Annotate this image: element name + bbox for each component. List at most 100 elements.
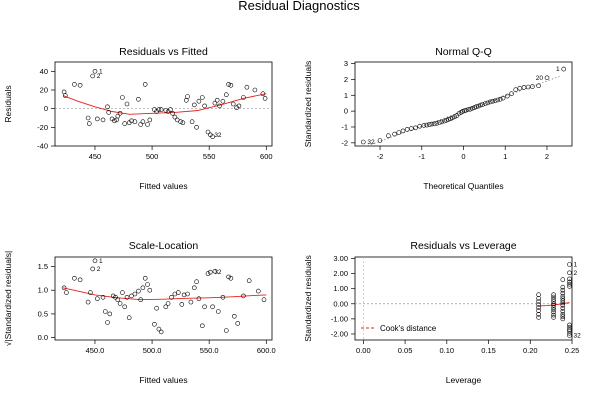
data-point	[129, 118, 134, 124]
x-tick-label: 0.20	[523, 346, 538, 355]
data-point	[417, 123, 423, 129]
data-point	[152, 321, 157, 327]
data-point	[560, 300, 566, 306]
data-point	[551, 302, 556, 308]
y-tick-label: -20	[37, 123, 48, 132]
data-point	[64, 290, 69, 295]
data-point	[105, 320, 110, 325]
y-tick-label: 1.0	[38, 286, 48, 295]
data-point	[241, 293, 246, 299]
data-point	[536, 315, 541, 320]
data-point	[95, 116, 100, 122]
data-point	[61, 89, 67, 95]
data-point	[192, 285, 197, 291]
data-point	[536, 83, 541, 89]
plot-frame	[54, 256, 273, 341]
data-point	[536, 311, 541, 317]
data-point	[560, 305, 566, 311]
data-point	[544, 75, 550, 81]
data-point	[226, 274, 231, 280]
data-point	[105, 104, 110, 110]
data-point	[567, 284, 572, 289]
data-point	[208, 269, 213, 275]
y-tick-label: 2.00	[333, 269, 348, 278]
data-point	[560, 290, 566, 296]
data-point	[255, 288, 261, 294]
smoother-line	[62, 93, 267, 115]
data-point	[214, 98, 220, 103]
data-point	[567, 324, 572, 330]
data-point	[408, 126, 414, 131]
data-point	[426, 122, 432, 127]
data-point	[480, 102, 486, 107]
data-point	[122, 304, 127, 310]
data-point	[400, 128, 406, 134]
data-point	[205, 271, 211, 276]
x-tick-label: 0.00	[356, 346, 371, 355]
x-tick-label: 450.0	[86, 346, 105, 355]
data-point	[567, 328, 572, 334]
data-point	[536, 296, 541, 301]
y-tick-label: 1.5	[38, 262, 48, 271]
data-point	[478, 102, 483, 108]
data-point	[232, 313, 237, 319]
data-point	[536, 302, 541, 307]
data-point	[469, 106, 475, 111]
data-point	[560, 298, 566, 304]
data-point	[168, 107, 173, 112]
x-axis-label: Fitted values	[139, 375, 187, 385]
data-point	[179, 302, 185, 307]
data-point	[485, 100, 491, 106]
point-label: 2	[97, 266, 101, 273]
data-point	[567, 276, 572, 282]
data-point	[189, 119, 195, 124]
data-point	[136, 97, 141, 102]
data-point	[188, 299, 194, 305]
data-point	[140, 285, 146, 291]
panel-sl: Scale-Location Fitted values √|Standardize…	[3, 240, 276, 385]
data-point	[117, 301, 123, 306]
data-point	[551, 315, 556, 320]
data-point	[145, 122, 150, 127]
data-point	[561, 66, 567, 72]
data-point	[235, 321, 240, 326]
y-tick-label: -2.00	[331, 329, 348, 338]
point-label: 20	[536, 75, 544, 82]
plot-frame	[54, 61, 273, 147]
data-point	[536, 305, 541, 310]
data-point	[212, 100, 218, 106]
data-point	[567, 322, 572, 328]
x-tick-label: 600.0	[257, 346, 276, 355]
data-point	[260, 91, 266, 96]
data-point	[181, 292, 187, 298]
data-point	[72, 82, 77, 87]
x-axis-label: Leverage	[446, 375, 482, 385]
data-point	[551, 296, 556, 302]
data-point	[180, 120, 186, 125]
data-point	[474, 104, 479, 109]
panel-qq: Normal Q-Q Theoretical Quantiles Standardi…	[303, 46, 573, 191]
data-point	[92, 258, 98, 264]
point-label: 1	[556, 66, 560, 73]
y-axis-label: Standardized residuals	[303, 61, 313, 147]
data-point	[226, 82, 231, 87]
y-tick-label: 0.0	[38, 333, 48, 342]
data-point	[560, 311, 566, 317]
data-point	[560, 277, 566, 282]
data-point	[551, 307, 556, 313]
y-tick-label: 0.00	[333, 299, 348, 308]
data-point	[241, 95, 246, 100]
data-point	[106, 110, 111, 115]
data-point	[170, 111, 175, 116]
y-tick-label: 3.00	[333, 254, 348, 263]
legend-label: Cook's distance	[380, 324, 437, 333]
data-point	[441, 118, 447, 124]
figure-title: Residual Diagnostics	[238, 0, 360, 13]
y-tick-label: 0	[44, 104, 48, 113]
data-point	[446, 117, 451, 122]
data-point	[536, 292, 541, 298]
y-tick-label: 1.00	[333, 284, 348, 293]
panel-title: Normal Q-Q	[435, 46, 492, 58]
x-tick-label: -1	[418, 152, 425, 161]
data-point	[110, 293, 116, 299]
